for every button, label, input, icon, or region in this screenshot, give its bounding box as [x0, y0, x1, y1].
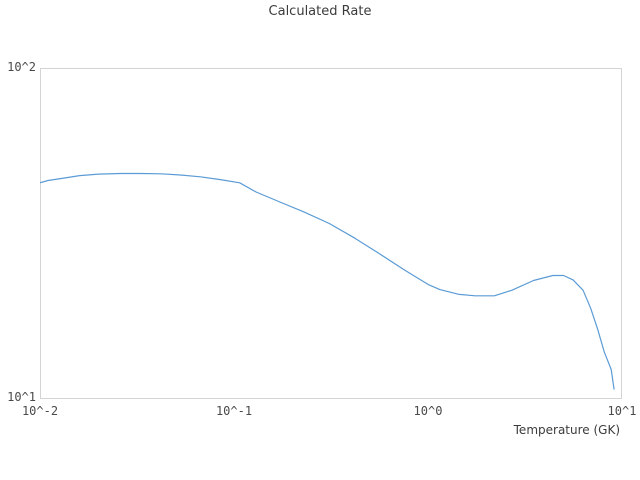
x-tick-label: 10^-1	[215, 404, 253, 418]
x-tick-label: 10^0	[413, 404, 443, 418]
y-tick-label: 10^2	[7, 60, 36, 74]
plot-area	[40, 68, 622, 399]
rate-curve-line	[40, 172, 615, 390]
x-axis-label: Temperature (GK)	[513, 423, 620, 437]
x-tick-label: 10^-2	[21, 404, 59, 418]
x-tick-label: 10^1	[607, 404, 637, 418]
rate-curve-svg	[40, 172, 615, 390]
y-tick-label: 10^1	[7, 390, 36, 404]
chart-title: Calculated Rate	[268, 4, 372, 19]
